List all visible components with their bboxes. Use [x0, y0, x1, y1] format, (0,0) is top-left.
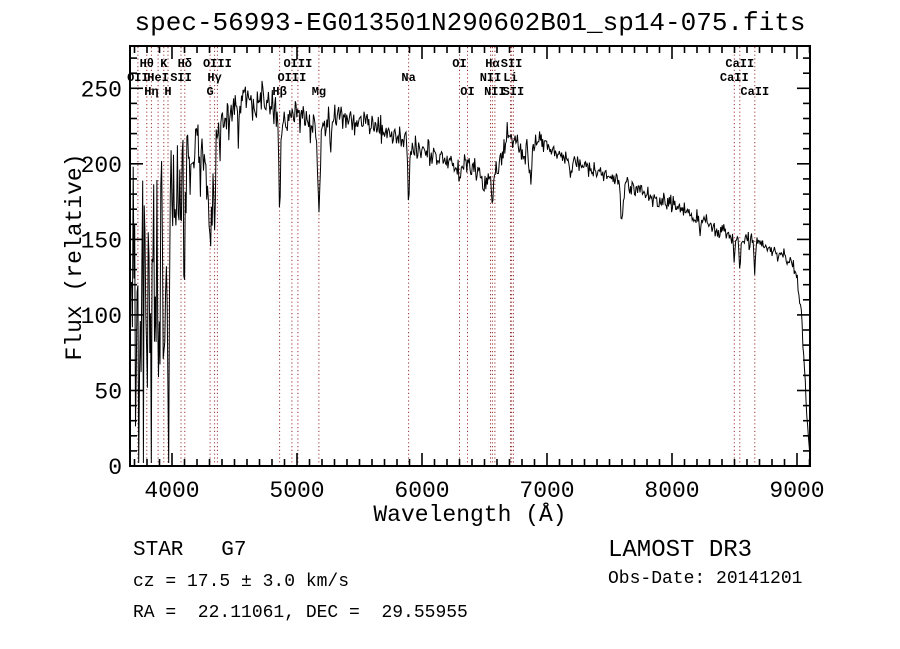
spectral-line-label: Hθ	[140, 57, 154, 71]
obs-date-text: Obs-Date: 20141201	[608, 569, 803, 589]
survey-release-text: LAMOST DR3	[608, 537, 753, 564]
spectral-line-label: Hα	[485, 57, 500, 71]
spectral-line-label: Mg	[312, 85, 326, 99]
spectral-line-label: CaII	[720, 71, 749, 85]
spectral-line-label: Na	[401, 71, 415, 85]
coordinates-text: RA = 22.11061, DEC = 29.55955	[133, 603, 468, 623]
spectral-line-label: CaII	[740, 85, 769, 99]
spectral-line-label: SII	[503, 85, 525, 99]
classification-text: STAR G7	[133, 539, 247, 562]
spectral-line-label: OIII	[283, 57, 312, 71]
spectral-line-label: NII	[480, 71, 502, 85]
spectral-line-label: K	[160, 57, 168, 71]
spectral-line-label: Hγ	[207, 71, 221, 85]
x-tick-label: 4000	[144, 478, 199, 504]
plot-border	[129, 45, 811, 467]
spectral-line-label: NII	[484, 85, 506, 99]
spectral-line-label: OII	[127, 71, 149, 85]
y-tick-label: 0	[108, 455, 122, 481]
y-tick-label: 100	[81, 304, 122, 330]
spectral-line-label: G	[206, 85, 213, 99]
spectral-line-label: OI	[452, 57, 466, 71]
x-axis-label: Wavelength (Å)	[373, 502, 567, 528]
spectrum-trace	[129, 80, 811, 464]
spectral-line-label: Hδ	[178, 57, 192, 71]
spectral-line-label: OI	[460, 85, 474, 99]
spectral-line-label: HeI	[147, 71, 169, 85]
y-tick-label: 200	[81, 153, 122, 179]
y-tick-label: 50	[94, 380, 122, 406]
x-tick-label: 6000	[394, 478, 449, 504]
x-tick-label: 8000	[644, 478, 699, 504]
x-tick-label: 5000	[269, 478, 324, 504]
spectral-line-label: CaII	[725, 57, 754, 71]
spectral-line-label: Li	[503, 71, 517, 85]
y-axis-label: Flux (relative)	[62, 153, 88, 361]
spectral-line-label: H	[164, 85, 171, 99]
spectral-line-label: SII	[501, 57, 523, 71]
y-tick-label: 150	[81, 228, 122, 254]
spectral-line-label: OIII	[203, 57, 232, 71]
x-tick-label: 7000	[519, 478, 574, 504]
spectral-line-label: SII	[170, 71, 192, 85]
radial-velocity-text: cz = 17.5 ± 3.0 km/s	[133, 572, 350, 592]
spectral-line-label: Hη	[144, 85, 158, 99]
spectral-line-label: Hβ	[272, 85, 286, 99]
x-tick-label: 9000	[769, 478, 824, 504]
y-tick-label: 250	[81, 77, 122, 103]
spectral-line-label: OIII	[277, 71, 306, 85]
page-title: spec-56993-EG013501N290602B01_sp14-075.f…	[134, 8, 806, 38]
